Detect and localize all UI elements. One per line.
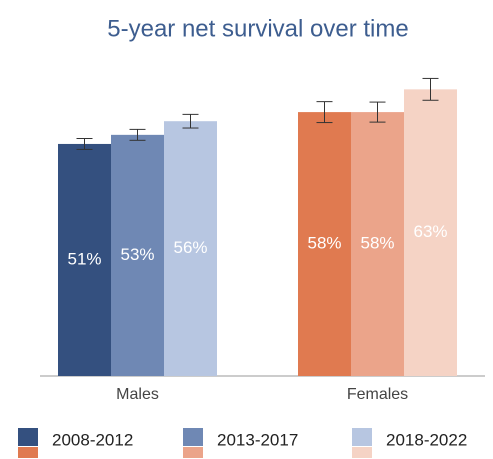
legend-label: 2013-2017 — [217, 430, 298, 449]
legend-label: 2008-2012 — [52, 430, 133, 449]
legend-swatch — [183, 428, 203, 446]
value-label: 51% — [67, 249, 101, 268]
value-label: 53% — [120, 245, 154, 264]
legend-swatch — [183, 447, 203, 458]
legend-swatch — [352, 447, 372, 458]
chart-title: 5-year net survival over time — [107, 15, 408, 42]
legend-label: 2018-2022 — [386, 430, 467, 449]
legend-swatch — [352, 428, 372, 446]
legend-swatch — [18, 447, 38, 458]
bar — [298, 112, 351, 376]
bar — [111, 134, 164, 376]
bar — [404, 89, 457, 376]
bar — [351, 112, 404, 376]
value-label: 56% — [173, 238, 207, 257]
bar — [58, 143, 111, 376]
bar — [164, 121, 217, 376]
x-tick-label: Males — [116, 386, 159, 403]
value-label: 58% — [360, 234, 394, 253]
value-label: 63% — [413, 222, 447, 241]
legend-swatch — [18, 428, 38, 446]
x-tick-label: Females — [347, 386, 408, 403]
value-label: 58% — [307, 234, 341, 253]
